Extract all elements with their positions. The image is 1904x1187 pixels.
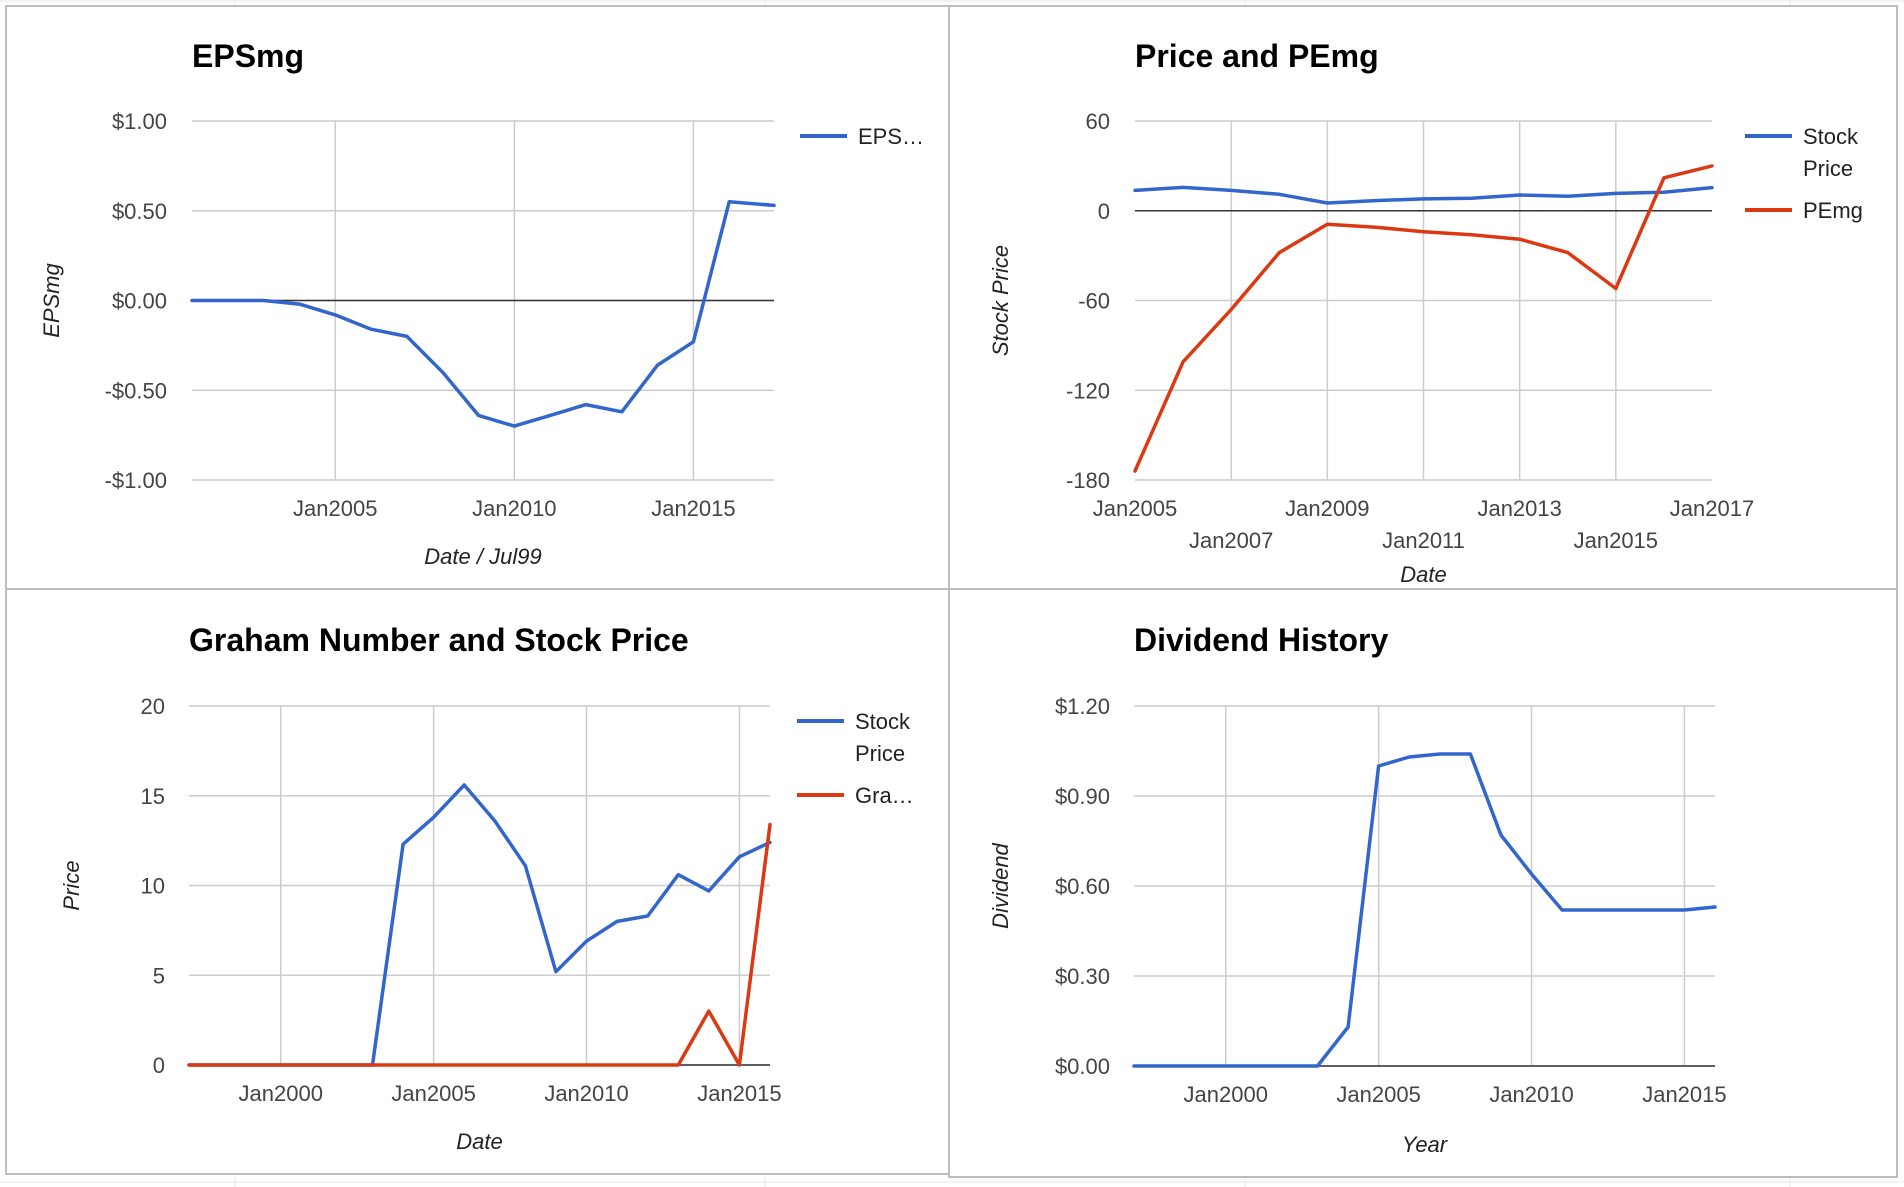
legend-label: Price	[855, 741, 905, 766]
series-line-pemg[interactable]	[1133, 164, 1714, 473]
chart-title: Price and PEmg	[1135, 38, 1379, 74]
x-tick-label: Jan2010	[472, 496, 556, 521]
series-line-stock-price[interactable]	[1133, 185, 1714, 205]
x-tick-label: Jan2005	[1336, 1082, 1420, 1107]
y-tick-label: 0	[153, 1053, 165, 1078]
y-axis-title: EPSmg	[39, 262, 64, 337]
legend-item[interactable]: Stock Price	[1745, 124, 1859, 181]
x-tick-label: Jan2000	[1184, 1082, 1268, 1107]
y-tick-label: $0.00	[112, 289, 167, 314]
y-axis-title: Dividend	[988, 842, 1013, 928]
chart-panel-epsmg[interactable]: EPSmg $1.00 $0.50 $0.00 -$0.50 -$1.00 Jan2005 J…	[5, 5, 950, 590]
dividend-svg: Dividend History $1.20 $0.90 $0.60 $0.30 $0.0…	[988, 622, 1727, 1157]
x-tick-label: Jan2009	[1285, 496, 1369, 521]
x-axis-title: Date	[456, 1129, 502, 1154]
x-tick-label: Jan2015	[697, 1081, 781, 1106]
y-tick-label: 5	[153, 963, 165, 988]
x-tick-label: Jan2007	[1189, 528, 1273, 553]
y-tick-label: 0	[1098, 199, 1110, 224]
y-axis-title: Stock Price	[988, 245, 1013, 356]
legend-item[interactable]: EPS…	[800, 124, 924, 149]
x-tick-label: Jan2010	[1489, 1082, 1573, 1107]
x-tick-label: Jan2005	[391, 1081, 475, 1106]
x-tick-label: Jan2010	[544, 1081, 628, 1106]
x-tick-label: Jan2000	[239, 1081, 323, 1106]
x-axis-title: Year	[1402, 1132, 1449, 1157]
y-tick-label: 20	[141, 694, 165, 719]
legend-item[interactable]: PEmg	[1745, 198, 1863, 223]
series-line-epsmg[interactable]	[190, 200, 776, 428]
y-tick-label: -120	[1066, 378, 1110, 403]
legend-label: Price	[1803, 156, 1853, 181]
chart-title: Dividend History	[1134, 622, 1388, 658]
x-tick-label: Jan2005	[1093, 496, 1177, 521]
x-tick-label: Jan2017	[1670, 496, 1754, 521]
chart-panel-dividend[interactable]: Dividend History $1.20 $0.90 $0.60 $0.30 $0.0…	[948, 588, 1898, 1178]
x-tick-label: Jan2015	[1574, 528, 1658, 553]
x-tick-label: Jan2015	[1642, 1082, 1726, 1107]
y-tick-label: $1.00	[112, 109, 167, 134]
y-tick-label: 15	[141, 784, 165, 809]
y-tick-label: $1.20	[1055, 694, 1110, 719]
y-tick-label: $0.30	[1055, 964, 1110, 989]
legend-label: EPS…	[858, 124, 924, 149]
y-tick-label: -$1.00	[105, 468, 167, 493]
y-tick-label: $0.90	[1055, 784, 1110, 809]
price-pemg-svg: Price and PEmg 60 0 -60 -120 -180 Jan2005 Jan20…	[988, 38, 1863, 587]
legend-label: Stock	[855, 709, 911, 734]
series-line-dividend[interactable]	[1132, 752, 1717, 1068]
x-axis-title: Date / Jul99	[424, 544, 541, 569]
chart-title: EPSmg	[192, 38, 304, 74]
x-axis-title: Date	[1400, 562, 1446, 587]
chart-title: Graham Number and Stock Price	[189, 622, 689, 658]
graham-svg: Graham Number and Stock Price 20 15 10 5 0 Jan…	[59, 622, 914, 1154]
series-line-graham-number[interactable]	[187, 822, 772, 1067]
epsmg-svg: EPSmg $1.00 $0.50 $0.00 -$0.50 -$1.00 Jan2005 J…	[39, 38, 924, 569]
y-tick-label: -$0.50	[105, 378, 167, 403]
x-tick-label: Jan2011	[1382, 528, 1465, 553]
series-line-stock-price[interactable]	[187, 783, 772, 1067]
y-tick-label: -180	[1066, 468, 1110, 493]
x-tick-label: Jan2015	[651, 496, 735, 521]
legend-label: Gra…	[855, 783, 914, 808]
y-tick-label: 60	[1086, 109, 1110, 134]
y-axis-title: Price	[59, 860, 84, 910]
y-tick-label: $0.50	[112, 199, 167, 224]
chart-panel-graham[interactable]: Graham Number and Stock Price 20 15 10 5 0 Jan…	[5, 588, 950, 1175]
x-tick-label: Jan2005	[293, 496, 377, 521]
y-tick-label: $0.60	[1055, 874, 1110, 899]
legend-label: PEmg	[1803, 198, 1863, 223]
y-tick-label: 10	[141, 874, 165, 899]
chart-panel-price-pemg[interactable]: Price and PEmg 60 0 -60 -120 -180 Jan2005 Jan20…	[948, 5, 1898, 590]
legend-item[interactable]: Stock Price	[797, 709, 911, 766]
y-tick-label: -60	[1078, 289, 1110, 314]
legend-label: Stock	[1803, 124, 1859, 149]
legend-item[interactable]: Gra…	[797, 783, 914, 808]
y-tick-label: $0.00	[1055, 1054, 1110, 1079]
x-tick-label: Jan2013	[1477, 496, 1561, 521]
